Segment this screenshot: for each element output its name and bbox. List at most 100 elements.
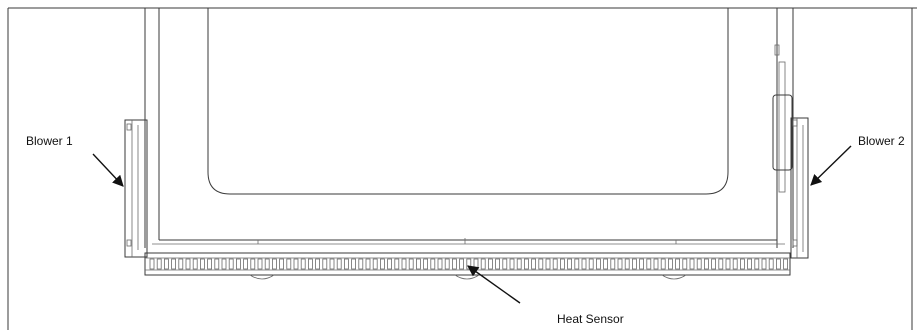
vent-slot xyxy=(300,258,306,270)
vent-slot xyxy=(228,258,234,270)
vent-slot xyxy=(214,258,220,270)
vent-slot xyxy=(293,258,299,270)
vent-slot xyxy=(459,258,465,270)
blower-housing-left xyxy=(124,119,148,258)
door-handle xyxy=(772,44,793,193)
vent-slot xyxy=(668,258,673,270)
vent-slot xyxy=(624,258,630,270)
vent-slot xyxy=(761,258,767,270)
vent-slot xyxy=(279,258,285,270)
vent-slot xyxy=(682,258,688,270)
vent-slot xyxy=(243,258,249,270)
vent-slot xyxy=(199,258,205,270)
vent-slots xyxy=(149,258,788,270)
vent-slot xyxy=(552,258,558,270)
vent-slot xyxy=(379,258,385,270)
vent-slot xyxy=(653,258,659,270)
vent-slot xyxy=(531,258,536,270)
vent-slot xyxy=(271,258,277,270)
vent-slot xyxy=(545,258,551,270)
vent-slot xyxy=(235,258,241,270)
vent-slot xyxy=(646,258,652,270)
feet xyxy=(249,274,687,280)
arrow-blower-1 xyxy=(92,153,124,187)
vent-slot xyxy=(480,258,486,270)
vent-slot xyxy=(307,258,313,270)
vent-slot xyxy=(567,258,572,270)
vent-slot xyxy=(754,258,760,270)
vent-slot xyxy=(451,258,457,270)
vent-slot xyxy=(264,258,270,270)
vent-slot xyxy=(632,258,637,270)
vent-slot xyxy=(487,258,493,270)
vent-slot xyxy=(689,258,695,270)
vent-slot xyxy=(408,258,414,270)
vent-slot xyxy=(495,258,501,270)
arrow-heat-sensor xyxy=(467,265,521,304)
vent-slot xyxy=(538,258,544,270)
vent-slot xyxy=(596,258,601,270)
vent-slot xyxy=(768,258,774,270)
vent-slot xyxy=(250,258,256,270)
vent-slot xyxy=(704,258,709,270)
vent-slot xyxy=(336,258,342,270)
vent-slot xyxy=(156,258,162,270)
vent-slot xyxy=(725,258,731,270)
label-blower-1: Blower 1 xyxy=(26,134,73,148)
vent-slot xyxy=(178,258,184,270)
vent-slot xyxy=(401,258,407,270)
vent-slot xyxy=(574,258,580,270)
vent-slot xyxy=(639,258,644,270)
vent-slot xyxy=(502,258,508,270)
label-blower-2: Blower 2 xyxy=(858,134,905,148)
vent-slot xyxy=(192,258,198,270)
vent-slot xyxy=(171,258,177,270)
vent-slot xyxy=(610,258,616,270)
vent-slot xyxy=(711,258,716,270)
vent-slot xyxy=(430,258,436,270)
vent-slot xyxy=(473,258,479,270)
vent-slot xyxy=(696,258,702,270)
vent-slot xyxy=(207,258,213,270)
vent-slot xyxy=(516,258,522,270)
vent-slot xyxy=(747,258,752,270)
outer-frame xyxy=(7,7,917,330)
vent-slot xyxy=(603,258,608,270)
vent-slot xyxy=(315,258,321,270)
vent-slot xyxy=(351,258,357,270)
vent-slot xyxy=(444,258,450,270)
vent-rail xyxy=(144,252,791,276)
vent-slot xyxy=(776,258,781,270)
vent-slot xyxy=(423,258,429,270)
vent-slot xyxy=(581,258,587,270)
vent-slot xyxy=(783,258,788,270)
vent-slot xyxy=(437,258,443,270)
label-heat-sensor: Heat Sensor xyxy=(557,312,624,326)
arrow-blower-2 xyxy=(810,145,852,186)
vent-slot xyxy=(718,258,724,270)
vent-slot xyxy=(286,258,292,270)
vent-slot xyxy=(221,258,227,270)
vent-slot xyxy=(617,258,623,270)
vent-slot xyxy=(387,258,393,270)
vent-slot xyxy=(394,258,400,270)
vent-slot xyxy=(732,258,738,270)
vent-slot xyxy=(524,258,529,270)
vent-slot xyxy=(163,258,169,270)
vent-slot xyxy=(740,258,745,270)
vent-slot xyxy=(329,258,335,270)
vent-slot xyxy=(365,258,371,270)
door-window xyxy=(207,8,729,195)
oven-cabinet xyxy=(144,8,794,248)
cabinet-ticks xyxy=(257,238,677,244)
vent-slot xyxy=(660,258,666,270)
blower-housing-right xyxy=(790,117,809,259)
vent-slot xyxy=(343,258,349,270)
vent-slot xyxy=(509,258,515,270)
vent-slot xyxy=(372,258,378,270)
vent-slot xyxy=(675,258,680,270)
vent-slot xyxy=(185,258,191,270)
vent-slot xyxy=(560,258,565,270)
